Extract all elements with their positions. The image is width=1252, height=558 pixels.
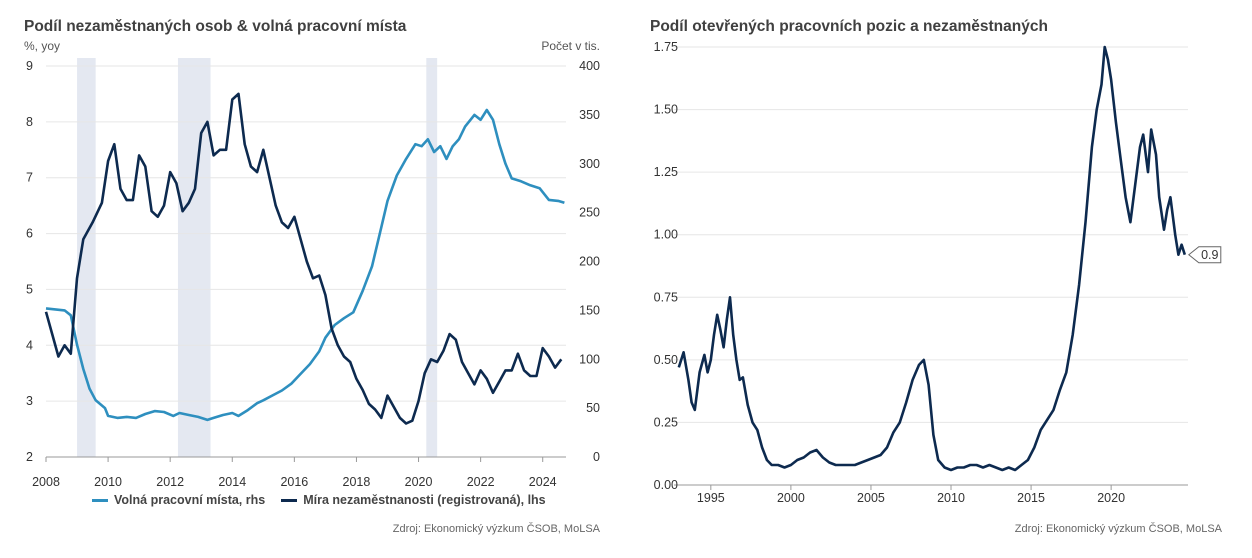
y-right-tick-label-350: 350 [579, 108, 600, 122]
y-tick-label-1.75: 1.75 [654, 40, 678, 54]
right-axis-unit-label: Počet v tis. [541, 39, 600, 53]
x-tick-label-2022: 2022 [467, 475, 495, 489]
y-left-tick-label-4: 4 [26, 338, 33, 352]
end-value-callout-box [1187, 246, 1222, 264]
right-chart-svg: 0.00 0.25 0.50 0.75 1.00 1.25 1.50 1.75 1995 2000… [654, 40, 1222, 505]
y-left-tick-label-5: 5 [26, 282, 33, 296]
x-tick-label-2015: 2015 [1017, 491, 1045, 505]
x-tick-label-2008: 2008 [32, 475, 60, 489]
left-chart-svg: 2 3 4 5 6 7 8 9 0 50 100 150 200 250 300 350 400 2008 2010… [26, 58, 600, 489]
y-right-tick-label-100: 100 [579, 352, 600, 366]
right-chart-source: Zdroj: Ekonomický výzkum ČSOB, MoLSA [1014, 523, 1222, 535]
x-tick-label-2018: 2018 [343, 475, 371, 489]
x-tick-label-2020: 2020 [405, 475, 433, 489]
y-right-tick-label-200: 200 [579, 255, 600, 269]
recession-band-1 [177, 58, 211, 457]
left-chart-title: Podíl nezaměstnaných osob & volná pracov… [24, 18, 407, 35]
y-left-tick-label-3: 3 [26, 394, 33, 408]
y-tick-label-1.25: 1.25 [654, 165, 678, 179]
x-tick-label-2010: 2010 [94, 475, 122, 489]
y-left-tick-label-6: 6 [26, 227, 33, 241]
y-left-tick-label-9: 9 [26, 59, 33, 73]
y-left-tick-label-7: 7 [26, 171, 33, 185]
legend-swatch-vacancies [92, 498, 108, 502]
x-tick-label-1995: 1995 [697, 491, 725, 505]
y-right-tick-label-300: 300 [579, 157, 600, 171]
y-tick-label-0.5: 0.50 [654, 353, 678, 367]
left-chart-source: Zdroj: Ekonomický výzkum ČSOB, MoLSA [392, 523, 600, 535]
y-left-tick-label-8: 8 [26, 115, 33, 129]
left-axis-unit-label: %, yoy [24, 39, 61, 53]
y-right-tick-label-250: 250 [579, 206, 600, 220]
legend-swatch-unemployment [281, 498, 298, 502]
x-tick-label-2010: 2010 [937, 491, 965, 505]
y-right-tick-label-150: 150 [579, 303, 600, 317]
y-tick-label-1: 1.00 [654, 228, 678, 242]
y-tick-label-0: 0.00 [654, 478, 678, 492]
left-chart-panel: Podíl nezaměstnaných osob & volná pracov… [0, 0, 620, 558]
right-chart-title: Podíl otevřených pracovních pozic a neza… [650, 18, 1048, 35]
end-value-callout-label: 0.9 [1201, 248, 1218, 262]
vacancies-series-line [45, 108, 565, 422]
x-tick-label-2014: 2014 [218, 475, 246, 489]
x-tick-label-2020: 2020 [1097, 491, 1125, 505]
y-tick-label-1.5: 1.50 [654, 103, 678, 117]
y-right-tick-label-0: 0 [593, 450, 600, 464]
unemployment-series-line [44, 92, 563, 425]
y-tick-label-0.75: 0.75 [654, 290, 678, 304]
legend-label-unemployment: Míra nezaměstnanosti (registrovaná), lhs [303, 493, 546, 507]
y-tick-label-0.25: 0.25 [654, 415, 678, 429]
recession-band-2 [426, 58, 438, 457]
right-chart-panel: Podíl otevřených pracovních pozic a neza… [628, 0, 1252, 558]
ratio-series-line [677, 45, 1187, 472]
x-tick-label-2012: 2012 [156, 475, 184, 489]
left-chart-legend: Volná pracovní místa, rhs Míra nezaměstn… [92, 493, 546, 507]
x-tick-label-2024: 2024 [529, 475, 557, 489]
y-left-tick-label-2: 2 [26, 450, 33, 464]
y-right-tick-label-50: 50 [586, 401, 600, 415]
x-tick-label-2016: 2016 [280, 475, 308, 489]
legend-label-vacancies: Volná pracovní místa, rhs [114, 493, 266, 507]
x-tick-label-2000: 2000 [777, 491, 805, 505]
recession-band-0 [77, 58, 96, 457]
y-right-tick-label-400: 400 [579, 59, 600, 73]
x-tick-label-2005: 2005 [857, 491, 885, 505]
